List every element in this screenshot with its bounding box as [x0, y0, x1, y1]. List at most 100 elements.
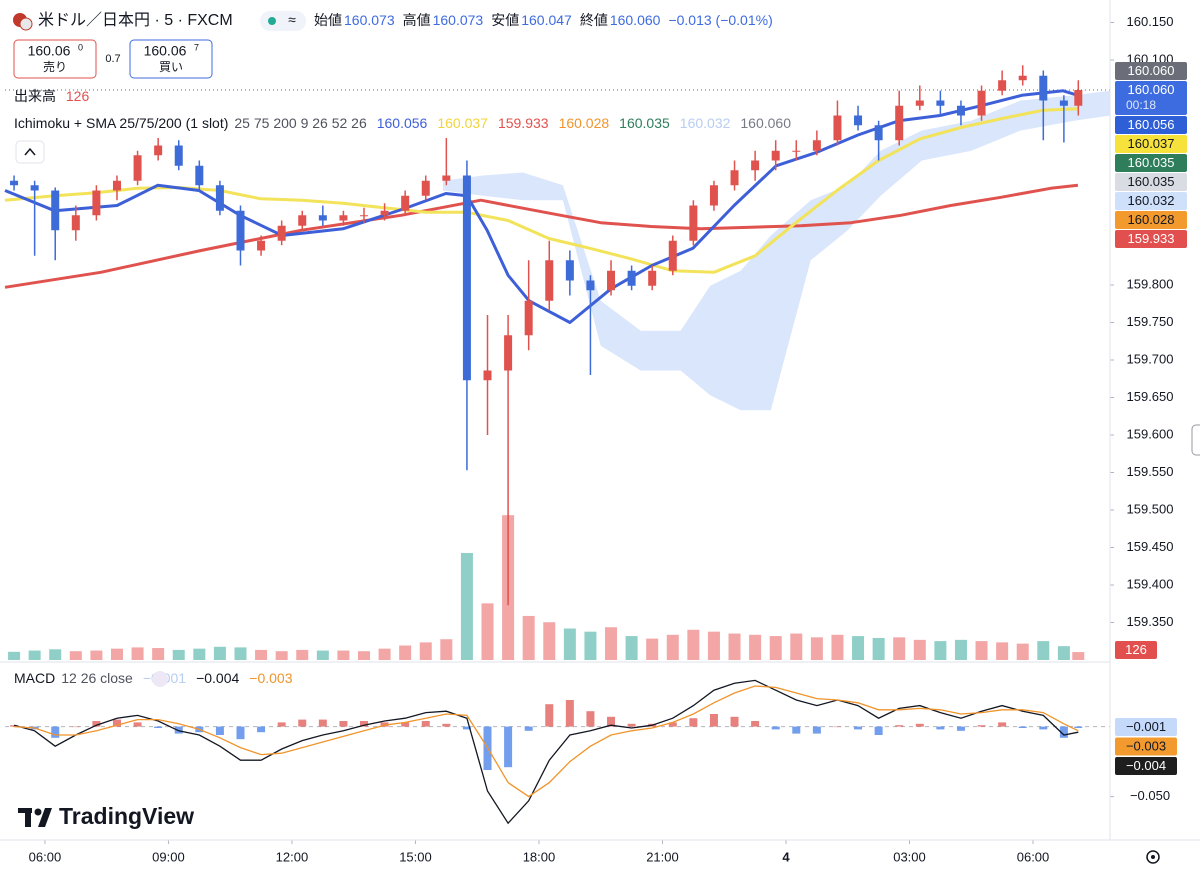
histogram-bar — [854, 726, 863, 730]
histogram-bar — [998, 722, 1007, 727]
logo-part — [34, 808, 42, 816]
volume-bar — [810, 637, 823, 660]
candle-body — [133, 155, 142, 181]
histogram-bar — [956, 726, 965, 731]
candle-body — [51, 190, 60, 231]
volume-bar — [255, 649, 268, 660]
candle-body — [360, 215, 369, 217]
histogram-bar — [215, 726, 224, 735]
volume-bar — [728, 633, 741, 660]
y-tick-label: 159.650 — [1127, 389, 1174, 404]
macd-value: −0.004 — [196, 670, 239, 686]
volume-bar — [996, 642, 1009, 660]
histogram-bar — [380, 722, 389, 727]
histogram-bar — [709, 714, 718, 727]
volume-bar — [666, 634, 679, 660]
price-tag-label: 160.060 — [1128, 63, 1175, 78]
moving-average — [4, 183, 1079, 289]
volume-bar — [172, 649, 185, 660]
volume-bar — [49, 649, 62, 660]
watermark-logo — [18, 808, 52, 827]
price-tag — [1115, 230, 1187, 248]
volume-bar — [481, 603, 494, 660]
candle-body — [421, 180, 430, 196]
histogram-bar — [401, 722, 410, 727]
price-tag-label: 159.933 — [1128, 231, 1175, 246]
volume-bar — [790, 633, 803, 660]
histogram-bar — [977, 725, 986, 727]
volume-bar — [316, 650, 329, 660]
candle-body — [709, 185, 718, 206]
histogram-bar — [565, 700, 574, 727]
volume-bar — [975, 641, 988, 660]
y-tick-label: −0.050 — [1130, 788, 1170, 803]
candle-body — [1039, 75, 1048, 101]
collapse-button[interactable] — [15, 140, 45, 164]
side-tab[interactable] — [1191, 424, 1200, 456]
price-tag — [1115, 62, 1187, 80]
x-tick-label: 18:00 — [523, 849, 556, 864]
volume-bar — [707, 631, 720, 660]
y-tick-label: 159.600 — [1127, 426, 1174, 441]
histogram-bar — [421, 721, 430, 727]
candle-body — [174, 145, 183, 166]
sell-button[interactable] — [13, 39, 97, 79]
price-tag-countdown: 00:18 — [1126, 98, 1156, 112]
volume-legend: 出来高 126 — [14, 88, 89, 104]
settings-button[interactable] — [1146, 850, 1160, 864]
histogram-bar — [812, 726, 821, 734]
histogram-bar — [936, 726, 945, 730]
buy-label: 買い — [159, 60, 183, 74]
candle-body — [298, 215, 307, 226]
candle-body — [956, 105, 965, 116]
spread: 0.7 — [105, 53, 120, 65]
candle-body — [648, 270, 657, 286]
candle-body — [668, 240, 677, 271]
candle-body — [833, 115, 842, 141]
indicator-value: 160.056 — [377, 115, 428, 131]
candle-body — [1074, 90, 1083, 106]
histogram-bar — [771, 726, 780, 730]
candle-body — [380, 210, 389, 216]
candle-body — [442, 175, 451, 181]
histogram-bar — [318, 719, 327, 727]
watermark: TradingView — [59, 803, 194, 829]
logo-part — [38, 808, 52, 827]
histogram-bar — [51, 726, 60, 738]
histogram-bar — [154, 726, 163, 728]
volume-tag-label: 126 — [1125, 642, 1147, 657]
indicator-value: 160.032 — [680, 115, 731, 131]
histogram-bar — [1059, 726, 1068, 738]
indicator-value: 160.060 — [740, 115, 791, 131]
histogram-bar — [360, 721, 369, 727]
candle-body — [895, 105, 904, 141]
x-tick-label: 09:00 — [152, 849, 185, 864]
volume-bar — [646, 638, 659, 660]
volume-value: 126 — [66, 88, 90, 104]
price-tag — [1115, 154, 1187, 172]
histogram-bar — [607, 716, 616, 727]
volume-bar — [131, 647, 144, 660]
buy-button[interactable] — [129, 39, 213, 79]
volume-bar — [913, 639, 926, 660]
change: −0.013 (−0.01%) — [668, 12, 772, 28]
sell-label: 売り — [43, 59, 67, 74]
ichimoku-cloud — [443, 90, 1110, 411]
volume-bar — [110, 648, 123, 660]
volume-label: 出来高 — [14, 88, 56, 104]
y-tick-label: 160.150 — [1127, 14, 1174, 29]
indicator-value: 160.037 — [437, 115, 488, 131]
candle-body — [401, 195, 410, 211]
macd-line — [14, 685, 1079, 798]
volume-bar — [1057, 646, 1070, 660]
candle-body — [915, 100, 924, 106]
histogram-bar — [751, 721, 760, 727]
volume-bar — [296, 649, 309, 660]
candle-body — [92, 190, 101, 216]
volume-bar — [419, 642, 432, 660]
volume-bar — [934, 641, 947, 660]
volume-bar — [358, 651, 371, 660]
x-tick-label: 06:00 — [1017, 849, 1050, 864]
histogram-bar — [668, 722, 677, 727]
y-tick-label: 159.350 — [1127, 614, 1174, 629]
